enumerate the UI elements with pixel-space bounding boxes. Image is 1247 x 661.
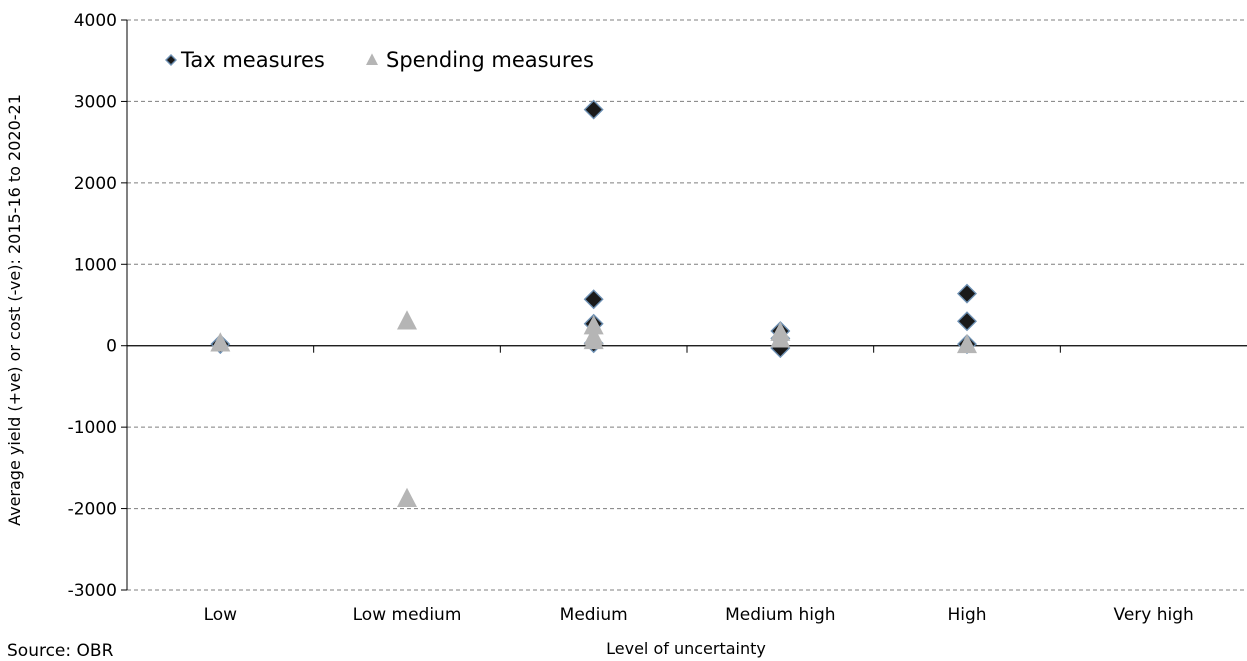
y-tick-label: 0 (106, 337, 117, 357)
legend: Tax measures Spending measures (165, 48, 594, 72)
x-tick-label: Low medium (353, 605, 462, 625)
source-note: Source: OBR (7, 641, 114, 661)
spending-measure-point (583, 329, 604, 350)
y-tick-label: -3000 (68, 581, 117, 601)
tax-measure-point (957, 311, 977, 332)
x-tick-label: Very high (1114, 605, 1194, 625)
spending-measure-point (210, 332, 231, 352)
x-axis-ticks: Low Low medium Medium Medium high High Very h… (204, 345, 1194, 625)
spending-measure-point (397, 310, 417, 330)
y-tick-label: -2000 (68, 500, 117, 520)
x-tick-label: Low (204, 605, 238, 625)
y-tick-label: 2000 (74, 174, 117, 194)
gridlines (127, 19, 1247, 591)
x-tick-label: Medium high (725, 605, 835, 625)
spending-measure-point (770, 328, 791, 348)
x-tick-label: Medium (560, 605, 628, 625)
y-tick-label: 1000 (74, 255, 117, 275)
tax-measure-point (583, 99, 604, 120)
y-axis-title: Average yield (+ve) or cost (-ve): 2015-… (5, 94, 24, 526)
y-tick-label: -1000 (68, 418, 117, 438)
x-axis-title: Level of uncertainty (606, 639, 766, 658)
tax-measure-point (957, 283, 977, 304)
data-points (210, 99, 977, 508)
tax-measure-point (583, 289, 604, 310)
legend-marker-spending (366, 53, 378, 65)
axes (126, 20, 1247, 590)
y-axis-ticks: 4000 3000 2000 1000 0 -1000 -2000 -3000 (68, 11, 127, 601)
spending-measure-point (397, 487, 417, 508)
y-tick-label: 4000 (74, 11, 117, 31)
spending-measure-point (583, 315, 604, 335)
legend-label-tax: Tax measures (180, 48, 325, 72)
legend-marker-tax (165, 54, 177, 66)
y-tick-label: 3000 (74, 92, 117, 112)
spending-measure-point (957, 333, 977, 354)
legend-label-spending: Spending measures (386, 48, 594, 72)
x-tick-label: High (947, 605, 986, 625)
